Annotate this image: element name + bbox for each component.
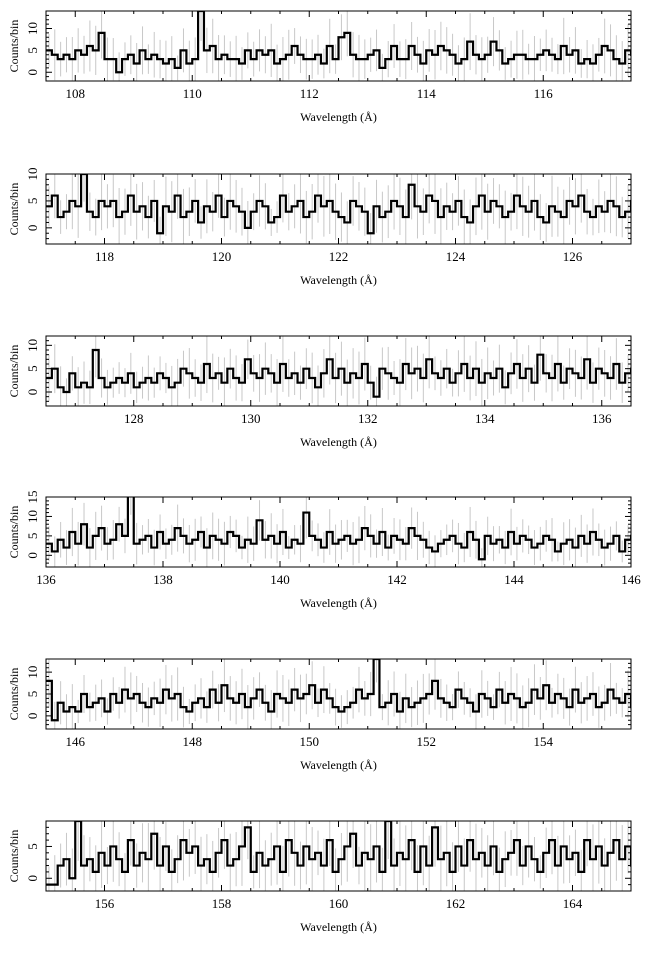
x-axis-title: Wavelength (Å) (300, 110, 377, 124)
x-axis-title: Wavelength (Å) (300, 273, 377, 287)
y-tick-label: 5 (25, 198, 40, 205)
x-tick-label: 136 (36, 572, 56, 587)
counts-step-line (46, 11, 631, 74)
x-tick-label: 136 (592, 411, 612, 426)
y-tick-label: 0 (25, 225, 40, 232)
y-tick-label: 0 (25, 389, 40, 396)
y-tick-label: 0 (25, 69, 40, 76)
x-tick-label: 146 (66, 734, 86, 749)
y-tick-label: 15 (25, 491, 40, 504)
y-tick-label: 10 (25, 168, 40, 181)
y-tick-label: 5 (25, 843, 40, 850)
y-tick-label: 5 (25, 365, 40, 372)
x-tick-label: 142 (387, 572, 407, 587)
y-axis-title: Counts/bin (7, 183, 21, 236)
x-tick-label: 152 (417, 734, 437, 749)
counts-step-line (46, 174, 631, 235)
counts-step-line (46, 497, 631, 561)
panel-4: 136 138 140 142 144 146 0 5 10 15 Wavelength (Å) Co… (7, 491, 641, 611)
x-tick-label: 138 (153, 572, 173, 587)
x-tick-label: 156 (95, 896, 115, 911)
x-tick-label: 132 (358, 411, 378, 426)
x-tick-label: 130 (241, 411, 261, 426)
y-tick-label: 10 (25, 666, 40, 679)
x-tick-label: 144 (504, 572, 524, 587)
x-tick-label: 126 (563, 249, 583, 264)
counts-step-line (46, 821, 631, 886)
x-tick-label: 128 (124, 411, 144, 426)
x-tick-label: 114 (417, 86, 437, 101)
x-tick-label: 122 (329, 249, 349, 264)
x-tick-label: 148 (183, 734, 203, 749)
x-axis-title: Wavelength (Å) (300, 920, 377, 934)
error-bars (48, 659, 629, 729)
counts-step-line (46, 348, 631, 398)
y-axis-title: Counts/bin (7, 345, 21, 398)
x-tick-label: 164 (563, 896, 583, 911)
x-tick-label: 120 (212, 249, 232, 264)
x-tick-label: 110 (183, 86, 202, 101)
x-tick-label: 116 (534, 86, 554, 101)
x-tick-label: 134 (475, 411, 495, 426)
y-axis-title: Counts/bin (7, 506, 21, 559)
y-tick-label: 5 (25, 47, 40, 54)
y-tick-label: 0 (25, 552, 40, 559)
panel-6: 156 158 160 162 164 0 5 Wavelength (Å) Counts/bi… (7, 820, 632, 934)
x-tick-label: 162 (446, 896, 466, 911)
x-tick-label: 160 (329, 896, 349, 911)
x-tick-label: 154 (534, 734, 554, 749)
x-axis-title: Wavelength (Å) (300, 435, 377, 449)
panel-5: 146 148 150 152 154 0 5 10 Wavelength (Å) Counts/… (7, 658, 632, 772)
y-tick-label: 10 (25, 22, 40, 35)
x-tick-label: 146 (621, 572, 641, 587)
y-tick-label: 5 (25, 691, 40, 698)
x-tick-label: 124 (446, 249, 466, 264)
y-axis-title: Counts/bin (7, 830, 21, 883)
y-axis-title: Counts/bin (7, 668, 21, 721)
x-tick-label: 118 (95, 249, 114, 264)
x-axis-title: Wavelength (Å) (300, 596, 377, 610)
x-tick-label: 140 (270, 572, 290, 587)
y-tick-label: 0 (25, 713, 40, 720)
error-bars (48, 497, 629, 567)
counts-step-line (46, 659, 631, 722)
panel-2: 118 120 122 124 126 0 5 10 Wavelength (Å) Counts/… (7, 168, 632, 287)
x-tick-label: 112 (300, 86, 319, 101)
x-tick-label: 150 (300, 734, 320, 749)
panel-3: 128 130 132 134 136 0 5 10 Wavelength (Å) Counts/… (7, 335, 632, 449)
y-axis-title: Counts/bin (7, 20, 21, 73)
y-tick-label: 5 (25, 533, 40, 540)
panel-1: 108 110 112 114 116 0 5 10 Wavelength (Å) Counts/… (7, 10, 632, 124)
x-tick-label: 158 (212, 896, 232, 911)
y-tick-label: 10 (25, 510, 40, 523)
x-tick-label: 108 (66, 86, 86, 101)
y-tick-label: 10 (25, 339, 40, 352)
y-tick-label: 0 (25, 875, 40, 882)
x-axis-title: Wavelength (Å) (300, 758, 377, 772)
